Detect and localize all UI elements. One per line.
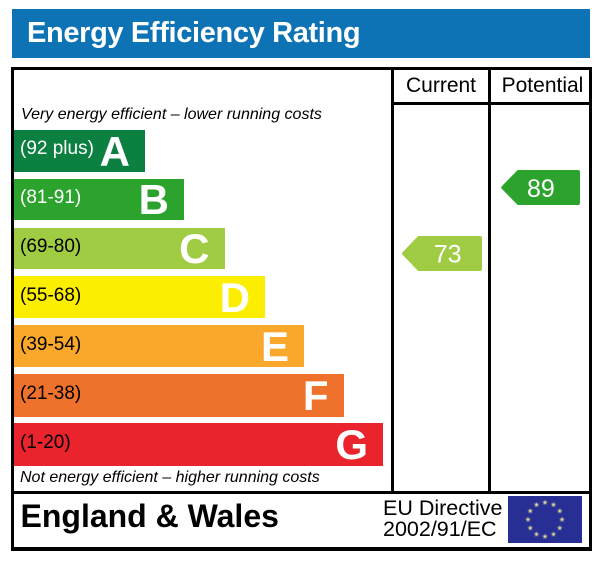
svg-text:73: 73 xyxy=(433,241,461,269)
svg-text:89: 89 xyxy=(527,175,555,203)
